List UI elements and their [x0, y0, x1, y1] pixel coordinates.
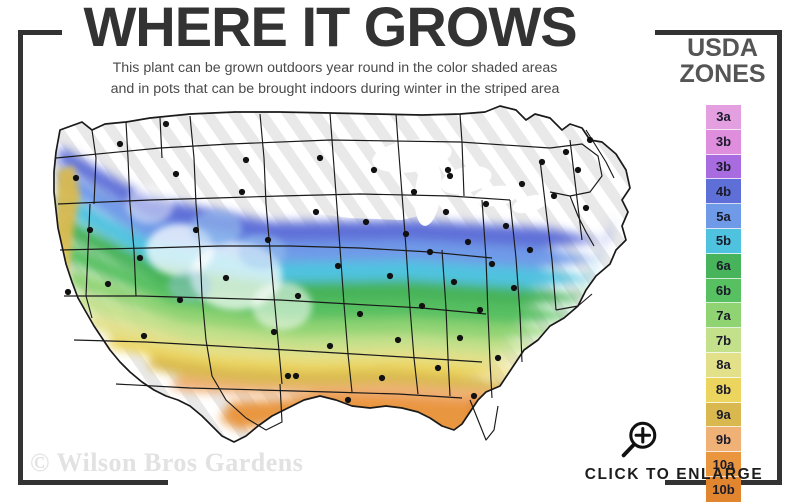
legend-swatch-4b-3: 4b [706, 179, 741, 205]
usda-heading-line-1: USDA [687, 34, 758, 62]
legend-swatch-10a-14: 10a [706, 452, 741, 477]
legend-swatch-3a-0: 3a [706, 105, 741, 130]
legend-swatch-8a-10: 8a [706, 352, 741, 378]
legend-swatch-6b-7: 6b [706, 278, 741, 304]
legend-swatch-3b-1: 3b [706, 129, 741, 155]
page-subtitle: This plant can be grown outdoors year ro… [30, 58, 640, 99]
frame-left-segment [18, 30, 23, 485]
subtitle-line-1: This plant can be grown outdoors year ro… [112, 60, 558, 76]
legend-swatch-5b-5: 5b [706, 228, 741, 254]
usda-zones-heading: USDA ZONES [660, 34, 785, 88]
legend-swatch-10b-15: 10b [706, 476, 741, 502]
legend-swatch-6a-6: 6a [706, 253, 741, 279]
watermark: © Wilson Bros Gardens [30, 448, 304, 477]
hardiness-zone-map-svg [53, 105, 631, 443]
legend-swatch-8b-11: 8b [706, 377, 741, 403]
frame-top-left-segment [18, 30, 62, 35]
usda-heading-line-2: ZONES [679, 59, 766, 88]
city-dots [64, 120, 594, 404]
click-to-enlarge-label[interactable]: CLICK TO ENLARGE [584, 466, 764, 483]
page-title: WHERE IT GROWS [83, 0, 577, 58]
hardiness-zone-map[interactable] [30, 100, 660, 460]
legend-swatch-9a-12: 9a [706, 402, 741, 428]
frame-top-right-segment [655, 30, 782, 35]
legend-swatch-7b-9: 7b [706, 328, 741, 353]
legend-swatch-5a-4: 5a [706, 204, 741, 229]
map-mountain-cold-pockets [126, 184, 312, 330]
magnifier-plus-icon[interactable] [615, 418, 661, 464]
legend-swatch-9b-13: 9b [706, 427, 741, 453]
national-outline [53, 105, 631, 443]
subtitle-line-2: and in pots that can be brought indoors … [110, 80, 560, 97]
legend-swatch-3b-2: 3b [706, 154, 741, 180]
frame-bottom-left-segment [18, 480, 168, 485]
frame-right-segment [777, 30, 782, 485]
legend-swatch-7a-8: 7a [706, 303, 741, 329]
usda-zone-legend: 3a 3b 3b 4b 5a 5b 6a 6b 7a 7b 8a 8b 9a 9b 10a 10b [706, 105, 741, 502]
